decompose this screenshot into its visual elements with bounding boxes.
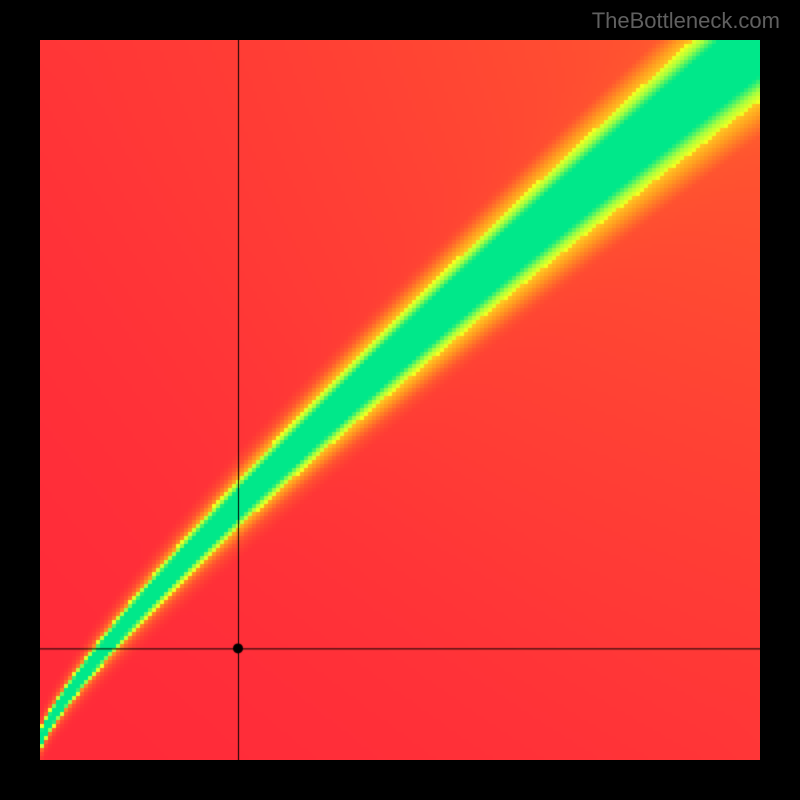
plot-area [40,40,760,760]
bottleneck-heatmap [40,40,760,760]
chart-container: TheBottleneck.com [0,0,800,800]
watermark-text: TheBottleneck.com [592,8,780,34]
